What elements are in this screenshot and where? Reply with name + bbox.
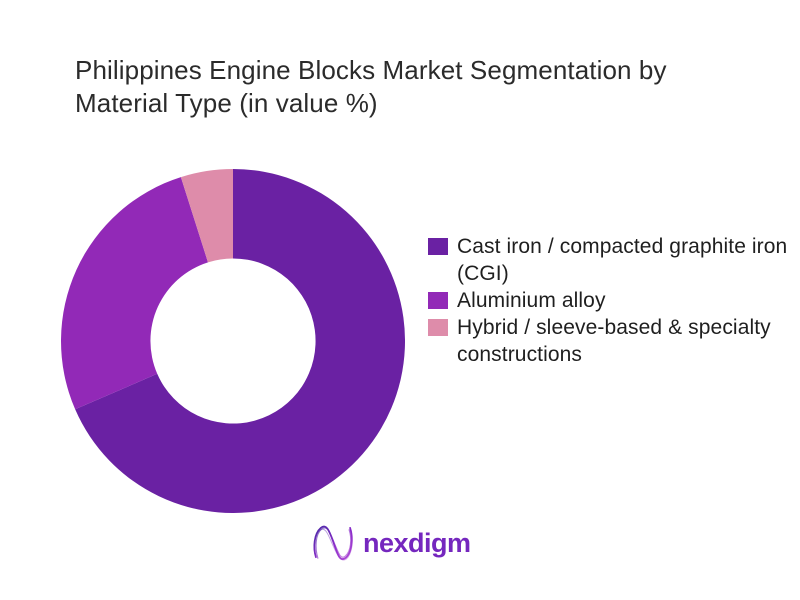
legend-label-aluminium: Aluminium alloy bbox=[457, 289, 606, 312]
chart-legend: Cast iron / compacted graphite iron (CGI… bbox=[428, 233, 788, 368]
donut-slice-1 bbox=[61, 177, 208, 410]
legend-swatch-cast-iron bbox=[428, 238, 448, 255]
legend-item-hybrid: Hybrid / sleeve-based & specialty constr… bbox=[428, 314, 788, 368]
legend-swatch-hybrid bbox=[428, 319, 448, 336]
legend-item-aluminium: Aluminium alloy bbox=[428, 287, 788, 314]
legend-label-cast-iron: Cast iron / compacted graphite iron (CGI… bbox=[457, 235, 788, 285]
donut-chart bbox=[61, 169, 405, 513]
chart-title: Philippines Engine Blocks Market Segment… bbox=[75, 55, 667, 118]
donut-slice-2 bbox=[180, 169, 233, 263]
legend-swatch-aluminium bbox=[428, 292, 448, 309]
nexdigm-logo: nexdigm bbox=[310, 522, 471, 565]
donut-slice-0 bbox=[75, 169, 405, 513]
nexdigm-logo-text: nexdigm bbox=[363, 528, 471, 558]
legend-label-hybrid: Hybrid / sleeve-based & specialty constr… bbox=[457, 316, 771, 366]
legend-item-cast-iron: Cast iron / compacted graphite iron (CGI… bbox=[428, 233, 788, 287]
nexdigm-logo-icon bbox=[313, 525, 353, 561]
